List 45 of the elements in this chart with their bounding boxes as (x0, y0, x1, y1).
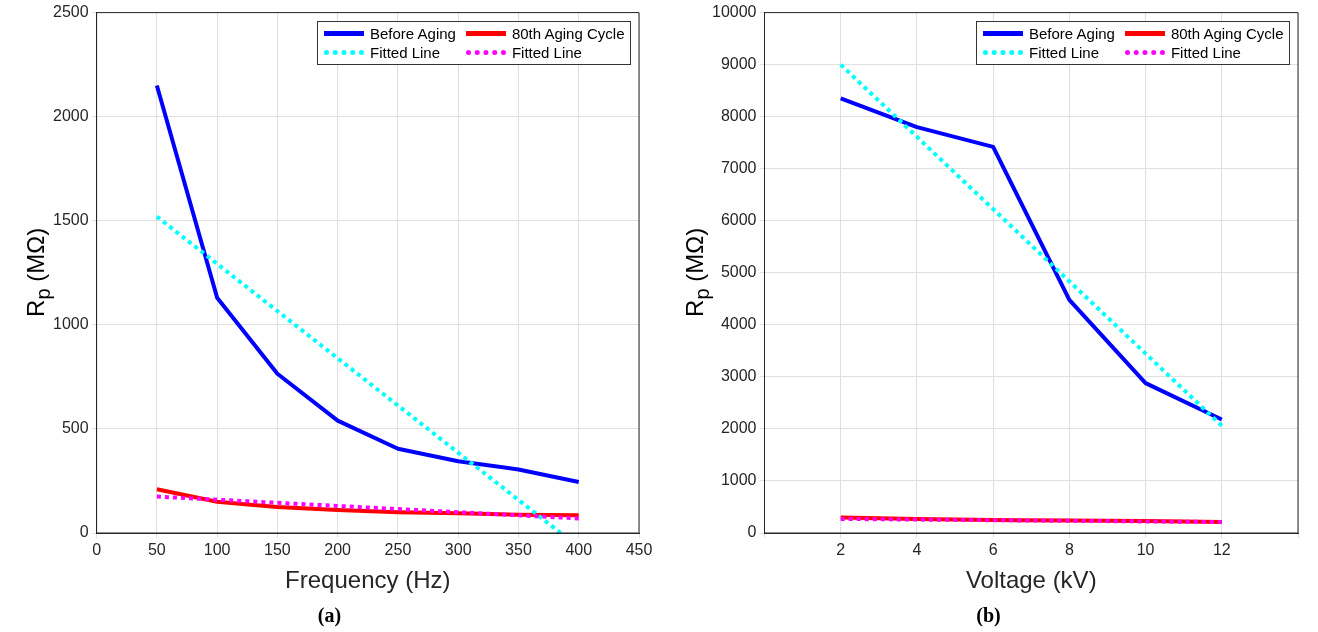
y-tick-label: 2500 (53, 3, 89, 21)
text: (a) (316, 604, 343, 627)
x-tick-label: 6 (988, 541, 998, 559)
y-tick-label: 1500 (53, 211, 89, 229)
y-tick-label: 0 (747, 523, 757, 541)
legend-label: Fitted Line (1029, 43, 1100, 61)
y-tick-label: 4000 (720, 315, 757, 333)
x-tick-label: 4 (912, 541, 922, 559)
y-tick-label: 10000 (711, 3, 757, 21)
y-tick-label: 3000 (720, 367, 757, 385)
x-axis-title: Frequency (Hz) (285, 566, 451, 594)
x-tick-label: 12 (1212, 541, 1231, 559)
x-tick-label: 300 (444, 541, 472, 559)
y-tick-label: 0 (79, 523, 89, 541)
x-tick-label: 10 (1136, 541, 1155, 559)
y-tick-label: 8000 (720, 107, 757, 125)
y-tick-label: 2000 (53, 107, 89, 125)
y-tick-label: 6000 (720, 211, 757, 229)
x-tick-label: 8 (1064, 541, 1074, 559)
x-axis-title: Voltage (kV) (965, 566, 1097, 594)
y-tick-label: 500 (61, 419, 89, 437)
y-tick-label: 1000 (720, 471, 757, 489)
text: (b) (975, 604, 1002, 627)
y-tick-label: 9000 (720, 55, 757, 73)
legend-label: 80th Aging Cycle (511, 24, 625, 42)
x-tick-label: 400 (565, 541, 593, 559)
x-tick-label: 0 (92, 541, 102, 559)
y-tick-label: 5000 (720, 263, 757, 281)
legend-label: 80th Aging Cycle (1170, 24, 1284, 42)
x-tick-label: 50 (147, 541, 166, 559)
x-tick-label: 100 (203, 541, 231, 559)
x-tick-label: 150 (264, 541, 291, 559)
legend-label: Before Aging (370, 24, 456, 42)
x-tick-label: 350 (505, 541, 532, 559)
y-tick-label: 1000 (53, 315, 89, 333)
x-tick-label: 200 (324, 541, 352, 559)
y-tick-label: 7000 (720, 159, 757, 177)
legend-label: Before Aging (1029, 24, 1115, 42)
legend-label: Fitted Line (370, 43, 441, 61)
legend-label: Fitted Line (511, 43, 582, 61)
y-tick-label: 2000 (720, 419, 757, 437)
x-tick-label: 450 (625, 541, 653, 559)
legend-label: Fitted Line (1170, 43, 1241, 61)
x-tick-label: 2 (836, 541, 846, 559)
x-tick-label: 250 (384, 541, 412, 559)
